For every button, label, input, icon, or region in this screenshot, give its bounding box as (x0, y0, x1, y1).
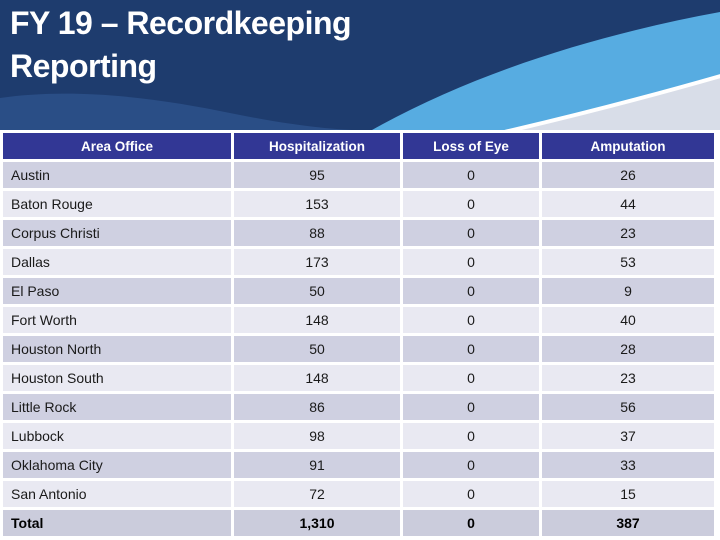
area-office-cell: El Paso (3, 278, 231, 304)
area-office-cell: Austin (3, 162, 231, 188)
amputation-cell: 56 (542, 394, 714, 420)
hospitalization-cell: 153 (234, 191, 400, 217)
loss-of-eye-cell: 0 (403, 220, 539, 246)
loss-of-eye-cell: 0 (403, 365, 539, 391)
header-left-swoosh-shape (0, 93, 352, 130)
table-row: Little Rock 86 0 56 (3, 394, 714, 420)
table-row: Fort Worth 148 0 40 (3, 307, 714, 333)
recordkeeping-table: Area Office Hospitalization Loss of Eye … (0, 130, 717, 539)
amputation-cell: 37 (542, 423, 714, 449)
loss-of-eye-cell: 0 (403, 162, 539, 188)
area-office-cell: Houston North (3, 336, 231, 362)
area-office-cell: Total (3, 510, 231, 536)
column-header-hospitalization: Hospitalization (234, 133, 400, 159)
table-row: Houston South 148 0 23 (3, 365, 714, 391)
amputation-cell: 28 (542, 336, 714, 362)
hospitalization-cell: 173 (234, 249, 400, 275)
amputation-cell: 23 (542, 220, 714, 246)
column-header-amputation: Amputation (542, 133, 714, 159)
hospitalization-cell: 98 (234, 423, 400, 449)
hospitalization-cell: 50 (234, 278, 400, 304)
table-row: Houston North 50 0 28 (3, 336, 714, 362)
hospitalization-cell: 50 (234, 336, 400, 362)
area-office-cell: Oklahoma City (3, 452, 231, 478)
table-row: El Paso 50 0 9 (3, 278, 714, 304)
area-office-cell: Corpus Christi (3, 220, 231, 246)
column-header-area-office: Area Office (3, 133, 231, 159)
table-row: Baton Rouge 153 0 44 (3, 191, 714, 217)
area-office-cell: Dallas (3, 249, 231, 275)
slide-title-line1: FY 19 – Recordkeeping (10, 5, 352, 41)
loss-of-eye-cell: 0 (403, 249, 539, 275)
hospitalization-cell: 86 (234, 394, 400, 420)
amputation-cell: 387 (542, 510, 714, 536)
amputation-cell: 53 (542, 249, 714, 275)
table-row: Dallas 173 0 53 (3, 249, 714, 275)
loss-of-eye-cell: 0 (403, 336, 539, 362)
hospitalization-cell: 91 (234, 452, 400, 478)
area-office-cell: Lubbock (3, 423, 231, 449)
loss-of-eye-cell: 0 (403, 423, 539, 449)
hospitalization-cell: 148 (234, 365, 400, 391)
table-row: Corpus Christi 88 0 23 (3, 220, 714, 246)
loss-of-eye-cell: 0 (403, 394, 539, 420)
amputation-cell: 23 (542, 365, 714, 391)
table-body: Austin 95 0 26 Baton Rouge 153 0 44 Corpus Chris… (3, 162, 714, 536)
header-light-swoosh-shape (504, 74, 720, 130)
loss-of-eye-cell: 0 (403, 452, 539, 478)
hospitalization-cell: 72 (234, 481, 400, 507)
header-swoosh-graphic (0, 0, 720, 130)
area-office-cell: Houston South (3, 365, 231, 391)
table-row: Lubbock 98 0 37 (3, 423, 714, 449)
table-row: Austin 95 0 26 (3, 162, 714, 188)
amputation-cell: 9 (542, 278, 714, 304)
column-header-loss-of-eye: Loss of Eye (403, 133, 539, 159)
area-office-cell: San Antonio (3, 481, 231, 507)
hospitalization-cell: 148 (234, 307, 400, 333)
loss-of-eye-cell: 0 (403, 278, 539, 304)
loss-of-eye-cell: 0 (403, 510, 539, 536)
table-row: Oklahoma City 91 0 33 (3, 452, 714, 478)
amputation-cell: 40 (542, 307, 714, 333)
hospitalization-cell: 95 (234, 162, 400, 188)
table-row: San Antonio 72 0 15 (3, 481, 714, 507)
amputation-cell: 33 (542, 452, 714, 478)
total-row: Total 1,310 0 387 (3, 510, 714, 536)
slide-title: FY 19 – Recordkeeping Reporting (10, 2, 570, 88)
table-header-row: Area Office Hospitalization Loss of Eye … (3, 133, 714, 159)
hospitalization-cell: 88 (234, 220, 400, 246)
area-office-cell: Little Rock (3, 394, 231, 420)
amputation-cell: 44 (542, 191, 714, 217)
amputation-cell: 15 (542, 481, 714, 507)
area-office-cell: Fort Worth (3, 307, 231, 333)
amputation-cell: 26 (542, 162, 714, 188)
loss-of-eye-cell: 0 (403, 307, 539, 333)
slide-title-line2: Reporting (10, 48, 157, 84)
loss-of-eye-cell: 0 (403, 191, 539, 217)
slide-header-banner: FY 19 – Recordkeeping Reporting (0, 0, 720, 130)
loss-of-eye-cell: 0 (403, 481, 539, 507)
hospitalization-cell: 1,310 (234, 510, 400, 536)
table-header: Area Office Hospitalization Loss of Eye … (3, 133, 714, 159)
area-office-cell: Baton Rouge (3, 191, 231, 217)
